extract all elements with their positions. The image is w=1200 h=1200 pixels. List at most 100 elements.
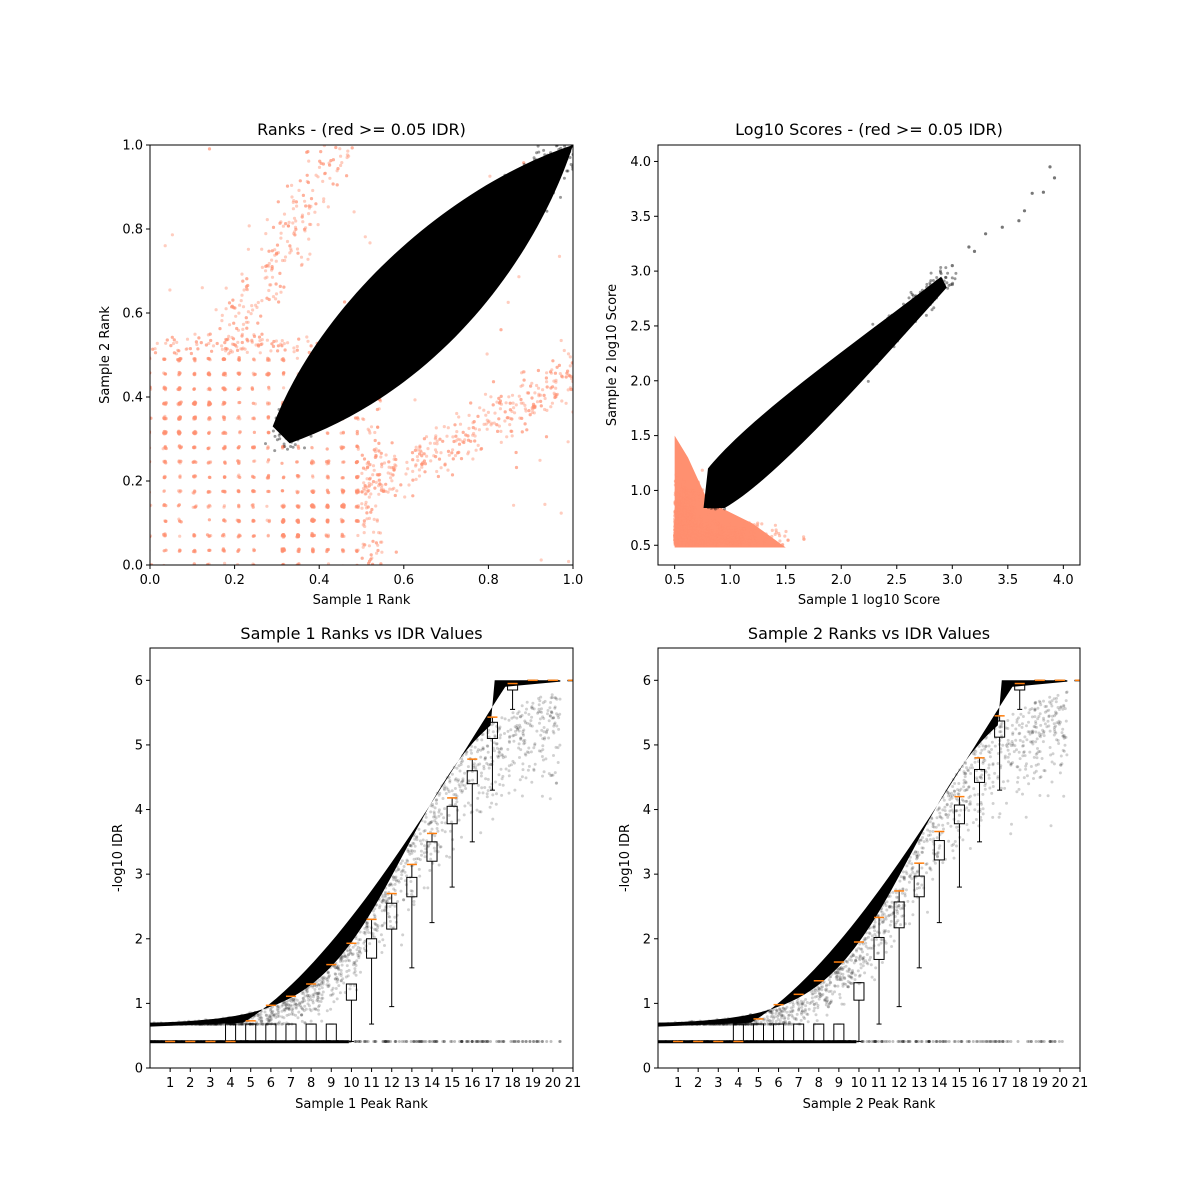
data-point-fail — [770, 534, 774, 539]
data-point-fail — [729, 526, 733, 530]
data-point-fail — [511, 503, 516, 507]
data-point-fail — [565, 371, 569, 375]
data-point-fail — [443, 463, 447, 467]
data-point-pass — [514, 193, 518, 197]
data-point-fail — [221, 415, 225, 419]
data-point-fail — [305, 150, 309, 154]
data-point-fail — [355, 489, 359, 494]
data-point-fail — [752, 532, 756, 536]
data-point-fail — [319, 161, 323, 165]
data-point-fail — [253, 372, 257, 376]
data-point-fail — [338, 147, 342, 151]
data-point-fail — [461, 430, 465, 434]
data-point-fail — [238, 430, 242, 434]
data-point-fail — [288, 244, 292, 248]
data-point-fail — [511, 406, 516, 410]
data-point-fail — [696, 522, 700, 526]
data-point-pass — [566, 147, 569, 151]
data-point-fail — [296, 504, 300, 508]
data-point-pass — [418, 303, 422, 306]
data-point-fail — [282, 475, 286, 479]
data-point-fail — [778, 534, 782, 538]
data-point-pass — [329, 375, 333, 379]
data-point-fail — [221, 357, 226, 361]
data-point-fail — [207, 548, 211, 553]
data-point-fail — [194, 431, 198, 435]
data-point-fail — [369, 557, 373, 561]
data-point-fail — [673, 479, 678, 483]
data-point-fail — [341, 519, 345, 523]
data-point-fail — [696, 491, 701, 496]
data-point-fail — [162, 503, 166, 508]
data-point-fail — [725, 541, 730, 545]
data-point-fail — [237, 473, 241, 477]
data-point-fail — [740, 537, 745, 541]
data-point-fail — [295, 474, 299, 478]
data-point-fail — [374, 447, 378, 451]
data-point-fail — [204, 343, 208, 347]
data-point-fail — [220, 344, 224, 348]
data-point-fail — [163, 357, 167, 361]
data-point-pass — [271, 429, 275, 433]
data-point-fail — [538, 399, 543, 403]
data-point-fail — [342, 445, 346, 449]
data-point-fail — [277, 300, 281, 304]
data-point-fail — [164, 341, 168, 345]
data-point-fail — [176, 430, 180, 434]
data-point-fail — [310, 505, 314, 509]
data-point-fail — [238, 534, 242, 538]
data-point-fail — [280, 461, 284, 465]
data-point-pass — [377, 304, 381, 308]
data-point-fail — [162, 503, 166, 507]
data-point-pass — [511, 222, 515, 226]
data-point-fail — [311, 490, 315, 494]
data-point-pass — [445, 241, 448, 245]
data-point-fail — [178, 475, 182, 479]
x-tick-label: 0.8 — [478, 573, 499, 588]
data-point-fail — [267, 458, 271, 462]
data-point-fail — [312, 504, 316, 508]
data-point-fail — [682, 509, 687, 513]
data-point-pass — [450, 253, 454, 257]
data-point-fail — [222, 431, 226, 435]
data-point-fail — [377, 492, 381, 496]
data-point-fail — [281, 520, 285, 524]
data-point-pass — [370, 349, 373, 353]
data-point-fail — [192, 402, 196, 406]
data-point-fail — [499, 440, 503, 444]
data-point-fail — [355, 519, 359, 523]
data-point-fail — [223, 561, 227, 565]
data-point-fail — [266, 474, 270, 479]
data-point-pass — [507, 203, 511, 207]
data-point-fail — [231, 298, 235, 302]
data-point-pass — [521, 195, 525, 199]
data-point-fail — [222, 388, 226, 392]
data-point-fail — [472, 431, 476, 436]
data-point-fail — [250, 340, 254, 344]
data-point-fail — [548, 370, 553, 374]
data-point-fail — [192, 415, 197, 419]
data-point-fail — [207, 357, 212, 361]
data-point-fail — [763, 538, 767, 542]
data-point-fail — [164, 519, 168, 524]
data-point-fail — [369, 510, 373, 514]
data-point-pass — [284, 419, 288, 423]
data-point-fail — [163, 372, 168, 376]
data-point-fail — [200, 286, 204, 290]
data-point-pass — [430, 265, 434, 268]
data-point-fail — [549, 405, 553, 409]
data-point-fail — [552, 391, 556, 395]
data-point-fail — [163, 416, 167, 420]
data-point-fail — [551, 359, 555, 363]
data-point-fail — [312, 505, 316, 509]
data-point-fail — [222, 548, 226, 553]
data-point-fail — [282, 519, 286, 524]
data-point-pass — [444, 271, 448, 275]
data-point-fail — [323, 171, 327, 175]
data-point-fail — [314, 202, 318, 206]
data-point-fail — [282, 475, 286, 479]
data-point-pass — [423, 298, 427, 302]
data-point-fail — [267, 261, 271, 266]
data-point-pass — [387, 348, 391, 352]
data-point-fail — [193, 431, 197, 435]
